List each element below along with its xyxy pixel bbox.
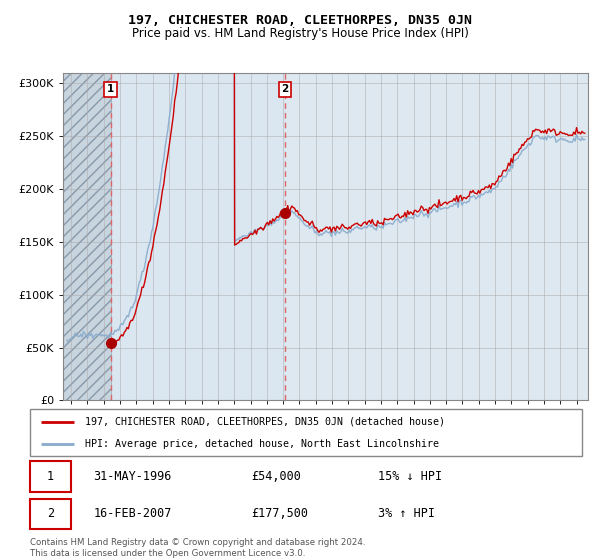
FancyBboxPatch shape bbox=[30, 409, 582, 456]
Text: 197, CHICHESTER ROAD, CLEETHORPES, DN35 0JN: 197, CHICHESTER ROAD, CLEETHORPES, DN35 … bbox=[128, 14, 472, 27]
Text: Contains HM Land Registry data © Crown copyright and database right 2024.
This d: Contains HM Land Registry data © Crown c… bbox=[30, 538, 365, 558]
Text: 3% ↑ HPI: 3% ↑ HPI bbox=[378, 507, 435, 520]
Text: £54,000: £54,000 bbox=[251, 470, 301, 483]
Text: 31-MAY-1996: 31-MAY-1996 bbox=[94, 470, 172, 483]
Text: 15% ↓ HPI: 15% ↓ HPI bbox=[378, 470, 442, 483]
FancyBboxPatch shape bbox=[30, 498, 71, 529]
Text: £177,500: £177,500 bbox=[251, 507, 308, 520]
Text: 1: 1 bbox=[107, 84, 114, 94]
Bar bbox=[63, 73, 110, 400]
Text: 1: 1 bbox=[47, 470, 54, 483]
Text: 2: 2 bbox=[47, 507, 54, 520]
Bar bbox=[110, 73, 285, 400]
Text: 197, CHICHESTER ROAD, CLEETHORPES, DN35 0JN (detached house): 197, CHICHESTER ROAD, CLEETHORPES, DN35 … bbox=[85, 417, 445, 427]
Text: Price paid vs. HM Land Registry's House Price Index (HPI): Price paid vs. HM Land Registry's House … bbox=[131, 27, 469, 40]
Bar bbox=[63, 52, 110, 400]
Text: HPI: Average price, detached house, North East Lincolnshire: HPI: Average price, detached house, Nort… bbox=[85, 438, 439, 449]
FancyBboxPatch shape bbox=[30, 461, 71, 492]
Text: 2: 2 bbox=[281, 84, 289, 94]
Text: 16-FEB-2007: 16-FEB-2007 bbox=[94, 507, 172, 520]
